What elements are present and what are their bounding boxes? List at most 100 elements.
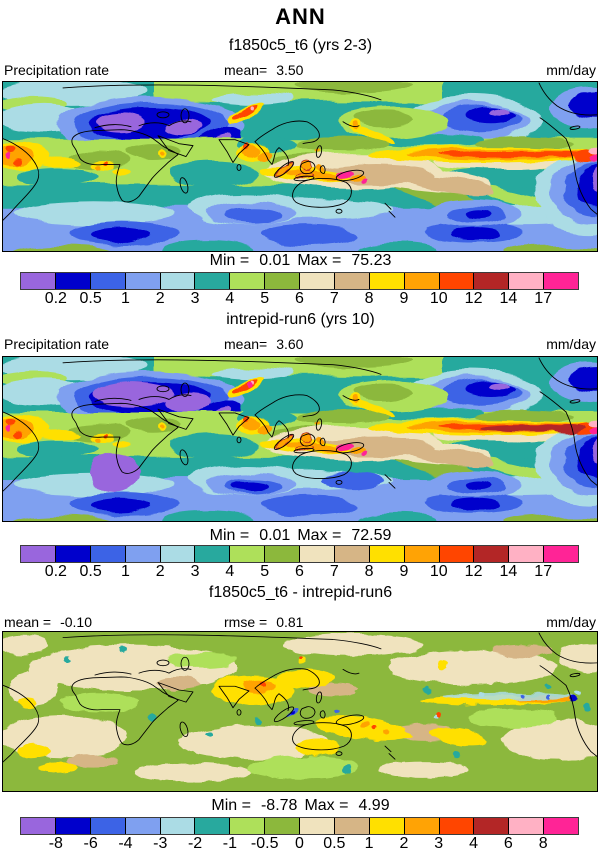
colorbar-segment xyxy=(299,273,334,289)
colorbar-segment xyxy=(473,818,509,834)
colorbar-tick-label: -2 xyxy=(187,835,203,852)
colorbar-tick-label: 17 xyxy=(534,563,553,580)
precip-map-case1 xyxy=(2,81,598,252)
colorbar-segment xyxy=(89,546,125,562)
precip-diff-map xyxy=(2,631,598,792)
panel3-minmax: Min = -8.78 Max = 4.99 xyxy=(0,797,601,815)
colorbar-segment xyxy=(159,546,195,562)
panel3-rmse-label: rmse = xyxy=(224,614,268,630)
colorbar-tick-label: 10 xyxy=(429,290,448,307)
colorbar-tick-label: 6 xyxy=(503,835,513,852)
colorbar-tick-label: 7 xyxy=(329,290,339,307)
colorbar-segment xyxy=(508,273,544,289)
colorbar-tick-label: 0.5 xyxy=(79,290,102,307)
colorbar-tick-label: 1 xyxy=(364,835,374,852)
colorbar-tick-label: 4 xyxy=(469,835,479,852)
colorbar-segment xyxy=(543,546,578,562)
colorbar-segment xyxy=(403,546,439,562)
panel3-rmse: rmse = 0.81 xyxy=(224,614,303,630)
colorbar-tick-label: 12 xyxy=(464,563,483,580)
panel3-max-label: Max = xyxy=(304,797,349,814)
colorbar-segment xyxy=(438,818,474,834)
colorbar-tick-label: -4 xyxy=(118,835,133,852)
colorbar-segment xyxy=(403,273,439,289)
page-title: ANN xyxy=(275,4,326,29)
colorbar-tick-label: 10 xyxy=(429,563,448,580)
colorbar-segment xyxy=(299,818,334,834)
colorbar-segment xyxy=(473,546,509,562)
panel2-units-label: mm/day xyxy=(546,336,596,352)
colorbar-case1-labels: 0.2 0.5 1 2 3 4 5 6 7 8 9 10 12 14 17 xyxy=(21,290,578,308)
colorbar-tick-label: 4 xyxy=(225,563,235,580)
panel2-mean: mean= 3.60 xyxy=(224,336,303,352)
panel2-max-label: Max = xyxy=(297,527,342,544)
colorbar-segment xyxy=(368,818,404,834)
colorbar-segment xyxy=(543,273,578,289)
colorbar-segment xyxy=(54,546,90,562)
colorbar-segment xyxy=(89,273,125,289)
colorbar-segment xyxy=(543,818,578,834)
colorbar-segment xyxy=(194,273,230,289)
colorbar-tick-label: 1 xyxy=(120,563,130,580)
colorbar-tick-label: 3 xyxy=(190,563,200,580)
colorbar-tick-label: 14 xyxy=(499,563,518,580)
colorbar-segment xyxy=(159,818,195,834)
colorbar-segment xyxy=(264,546,299,562)
panel2-max-value: 72.59 xyxy=(351,527,392,544)
colorbar-segment xyxy=(473,273,509,289)
colorbar-segment xyxy=(508,818,544,834)
case2-subtitle: intrepid-run6 (yrs 10) xyxy=(226,311,375,328)
panel3-units-label: mm/day xyxy=(546,614,596,630)
precip-map-case2 xyxy=(2,356,598,522)
panel1-max-label: Max = xyxy=(297,252,342,269)
panel1-min-label: Min = xyxy=(209,252,250,269)
colorbar-segment xyxy=(403,818,439,834)
colorbar-segment xyxy=(124,818,160,834)
colorbar-case2 xyxy=(20,545,579,563)
colorbar-tick-label: 4 xyxy=(225,290,235,307)
colorbar-segment xyxy=(264,818,299,834)
colorbar-tick-label: 0.2 xyxy=(44,563,67,580)
colorbar-segment xyxy=(264,273,299,289)
panel2-min-value: 0.01 xyxy=(259,527,291,544)
panel3-max-value: 4.99 xyxy=(358,797,390,814)
diff-subtitle: f1850c5_t6 - intrepid-run6 xyxy=(208,584,393,601)
panel2-mean-value: 3.60 xyxy=(276,336,304,352)
colorbar-tick-label: 0.5 xyxy=(323,835,346,852)
colorbar-tick-label: 9 xyxy=(399,290,409,307)
colorbar-segment xyxy=(124,273,160,289)
panel1-mean-label: mean= xyxy=(224,62,268,78)
colorbar-segment xyxy=(21,273,55,289)
colorbar-segment xyxy=(299,546,334,562)
colorbar-tick-label: 6 xyxy=(295,563,304,580)
colorbar-tick-label: 14 xyxy=(499,290,518,307)
colorbar-tick-label: -0.5 xyxy=(250,835,279,852)
colorbar-tick-label: 17 xyxy=(534,290,553,307)
colorbar-tick-label: 2 xyxy=(399,835,409,852)
colorbar-segment xyxy=(333,818,369,834)
colorbar-case1 xyxy=(20,272,579,290)
panel1-max-value: 75.23 xyxy=(351,252,392,269)
colorbar-segment xyxy=(229,818,265,834)
colorbar-segment xyxy=(89,818,125,834)
panel3-mean: mean = -0.10 xyxy=(4,614,92,630)
colorbar-segment xyxy=(438,273,474,289)
panel2-header: Precipitation rate mean= 3.60 mm/day xyxy=(0,336,601,352)
colorbar-segment xyxy=(333,546,369,562)
panel3-rmse-value: 0.81 xyxy=(276,614,304,630)
colorbar-segment xyxy=(508,546,544,562)
colorbar-case2-labels: 0.2 0.5 1 2 3 4 5 6 7 8 9 10 12 14 17 xyxy=(21,563,578,581)
panel1-minmax: Min = 0.01 Max = 75.23 xyxy=(0,252,601,270)
colorbar-tick-label: 9 xyxy=(399,563,409,580)
colorbar-segment xyxy=(54,818,90,834)
colorbar-segment xyxy=(124,546,160,562)
panel1-units-label: mm/day xyxy=(546,62,596,78)
panel1-field-label: Precipitation rate xyxy=(4,62,110,78)
colorbar-segment xyxy=(194,546,230,562)
panel2-field-label: Precipitation rate xyxy=(4,336,110,352)
colorbar-tick-label: 8 xyxy=(364,290,374,307)
panel3-min-value: -8.78 xyxy=(260,797,298,814)
colorbar-tick-label: -6 xyxy=(83,835,98,852)
colorbar-tick-label: 5 xyxy=(260,563,270,580)
panel2-minmax: Min = 0.01 Max = 72.59 xyxy=(0,527,601,545)
